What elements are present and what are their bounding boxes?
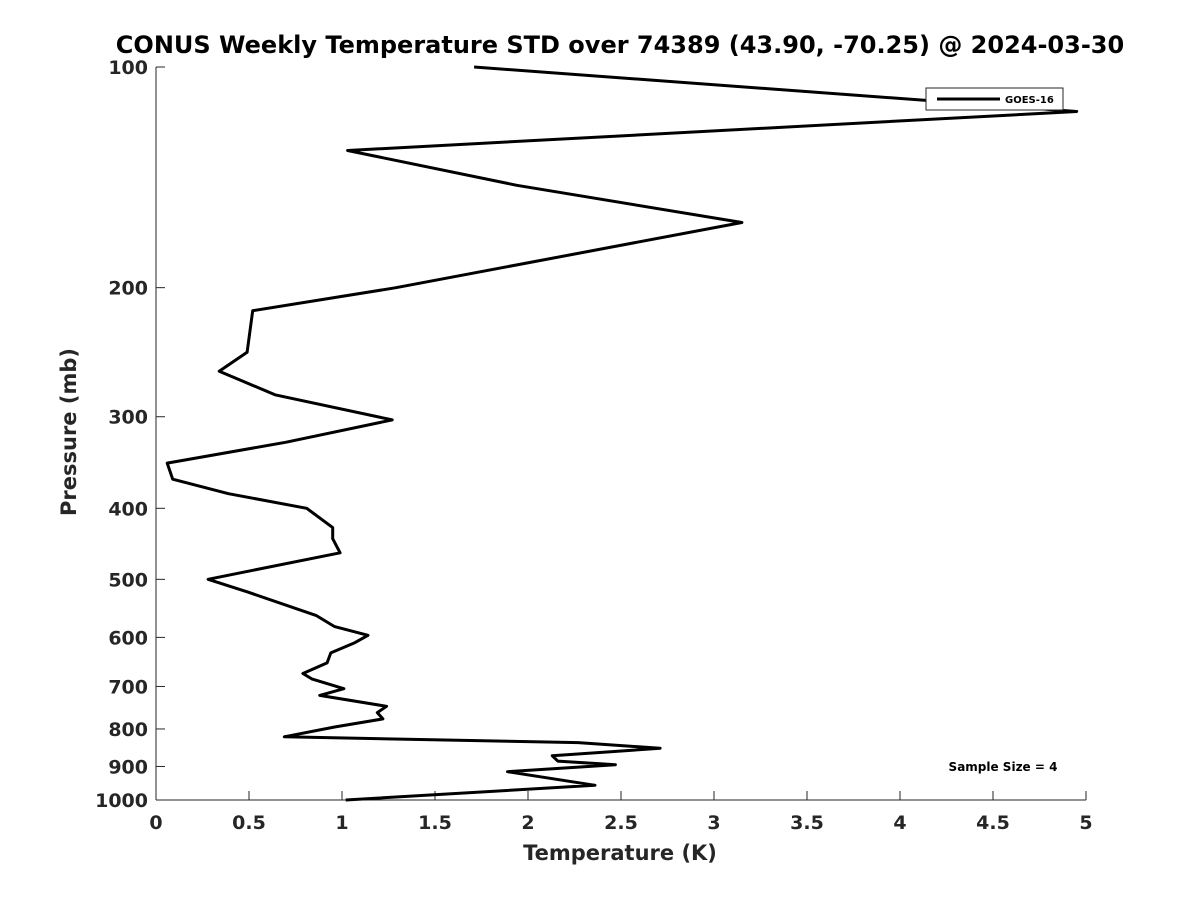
x-tick-label: 4.5 xyxy=(976,812,1010,834)
y-tick-label: 1000 xyxy=(95,790,148,812)
x-tick-label: 2 xyxy=(521,812,534,834)
chart-series-layer xyxy=(165,65,1079,802)
y-tick-label: 300 xyxy=(108,407,148,429)
y-axis-label: Pressure (mb) xyxy=(57,348,81,516)
x-tick-label: 1 xyxy=(335,812,348,834)
x-tick-label: 5 xyxy=(1079,812,1092,834)
x-axis-label: Temperature (K) xyxy=(523,841,717,865)
x-tick-label: 4 xyxy=(893,812,906,834)
y-tick-label: 200 xyxy=(108,278,148,300)
y-tick-label: 900 xyxy=(108,756,148,778)
y-tick-label: 800 xyxy=(108,719,148,741)
legend-label: GOES-16 xyxy=(1005,95,1054,106)
y-tick-label: 400 xyxy=(108,498,148,520)
chart-axes: 0 0.5 1 1.5 2 2.5 3 3.5 4 4.5 5 100 200 300 400 500 600 7… xyxy=(95,57,1093,834)
series-line-goes-16 xyxy=(165,65,1079,802)
sample-size-annotation: Sample Size = 4 xyxy=(949,760,1058,774)
x-tick-label: 0 xyxy=(149,812,162,834)
chart-title: CONUS Weekly Temperature STD over 74389 … xyxy=(116,31,1124,59)
x-tick-label: 2.5 xyxy=(604,812,638,834)
x-tick-label: 3.5 xyxy=(790,812,824,834)
x-tick-label: 0.5 xyxy=(232,812,266,834)
y-tick-label: 500 xyxy=(108,569,148,591)
y-tick-label: 600 xyxy=(108,627,148,649)
x-tick-label: 3 xyxy=(707,812,720,834)
chart-legend: GOES-16 xyxy=(925,87,1064,111)
y-tick-label: 700 xyxy=(108,676,148,698)
x-tick-label: 1.5 xyxy=(418,812,452,834)
y-tick-label: 100 xyxy=(108,57,148,79)
